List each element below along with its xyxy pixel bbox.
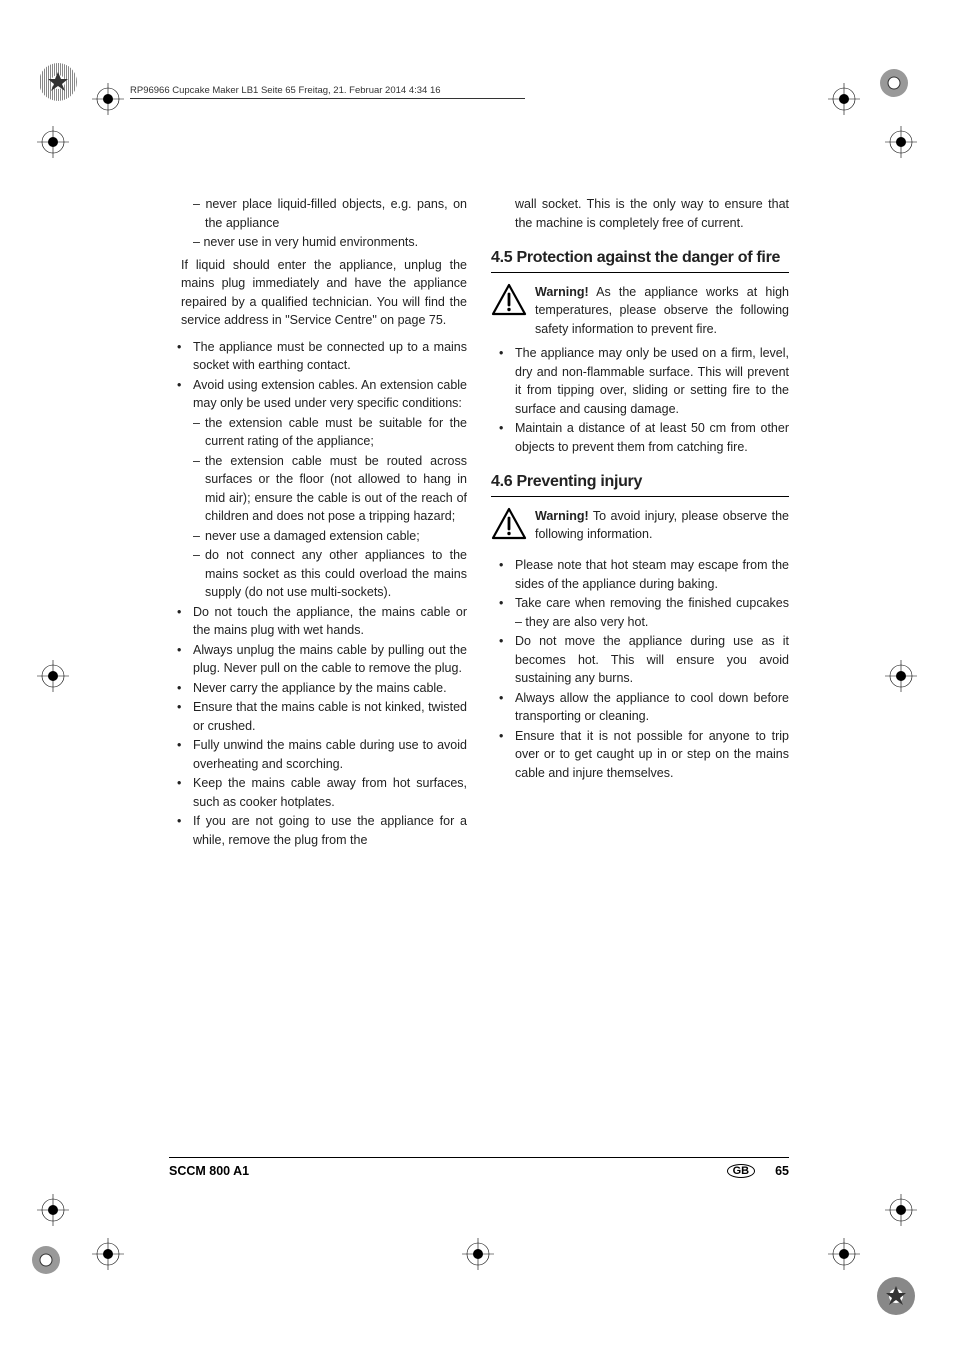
- sub-item: never use a damaged extension cable;: [193, 527, 467, 546]
- warning-icon: [491, 283, 527, 339]
- bullet-item: If you are not going to use the applianc…: [169, 812, 467, 849]
- footer-page-number: 65: [775, 1164, 789, 1178]
- bullet-item: Take care when removing the finished cup…: [491, 594, 789, 631]
- bullet-item: Maintain a distance of at least 50 cm fr…: [491, 419, 789, 456]
- section-heading-4-6: 4.6 Preventing injury: [491, 470, 789, 494]
- bullet-item: Do not touch the appliance, the mains ca…: [169, 603, 467, 640]
- continuation-text: wall socket. This is the only way to ens…: [491, 195, 789, 232]
- warning-label: Warning!: [535, 285, 589, 299]
- bullet-item: Ensure that it is not possible for anyon…: [491, 727, 789, 783]
- right-column: wall socket. This is the only way to ens…: [491, 195, 789, 850]
- left-column: never place liquid-filled objects, e.g. …: [169, 195, 467, 850]
- bullet-item: Ensure that the mains cable is not kinke…: [169, 698, 467, 735]
- warning-label: Warning!: [535, 509, 589, 523]
- paragraph: If liquid should enter the appliance, un…: [181, 256, 467, 330]
- bullet-item: Always allow the appliance to cool down …: [491, 689, 789, 726]
- footer-rule: [169, 1157, 789, 1158]
- bullet-item: Do not move the appliance during use as …: [491, 632, 789, 688]
- page-footer: SCCM 800 A1 GB 65: [169, 1157, 789, 1178]
- heading-rule: [491, 496, 789, 497]
- header-rule: [130, 98, 525, 99]
- warning-box: Warning! As the appliance works at high …: [491, 283, 789, 339]
- section-heading-4-5: 4.5 Protection against the danger of fir…: [491, 246, 789, 270]
- bullet-item: The appliance must be connected up to a …: [169, 338, 467, 375]
- bullet-item: Never carry the appliance by the mains c…: [169, 679, 467, 698]
- page-content: never place liquid-filled objects, e.g. …: [169, 185, 789, 850]
- sub-item: do not connect any other appliances to t…: [193, 546, 467, 602]
- bullet-item: Please note that hot steam may escape fr…: [491, 556, 789, 593]
- heading-rule: [491, 272, 789, 273]
- bullet-item: Always unplug the mains cable by pulling…: [169, 641, 467, 678]
- footer-region: GB: [727, 1164, 756, 1178]
- sub-item: the extension cable must be routed acros…: [193, 452, 467, 526]
- bullet-item: Keep the mains cable away from hot surfa…: [169, 774, 467, 811]
- sub-item: the extension cable must be suitable for…: [193, 414, 467, 451]
- footer-model: SCCM 800 A1: [169, 1164, 249, 1178]
- dash-item: never place liquid-filled objects, e.g. …: [181, 195, 467, 232]
- warning-icon: [491, 507, 527, 547]
- bullet-item: Avoid using extension cables. An extensi…: [169, 376, 467, 602]
- bullet-item: Fully unwind the mains cable during use …: [169, 736, 467, 773]
- page-header-text: RP96966 Cupcake Maker LB1 Seite 65 Freit…: [130, 85, 525, 96]
- warning-box: Warning! To avoid injury, please observe…: [491, 507, 789, 547]
- bullet-item: The appliance may only be used on a firm…: [491, 344, 789, 418]
- dash-item: never use in very humid environments.: [181, 233, 467, 252]
